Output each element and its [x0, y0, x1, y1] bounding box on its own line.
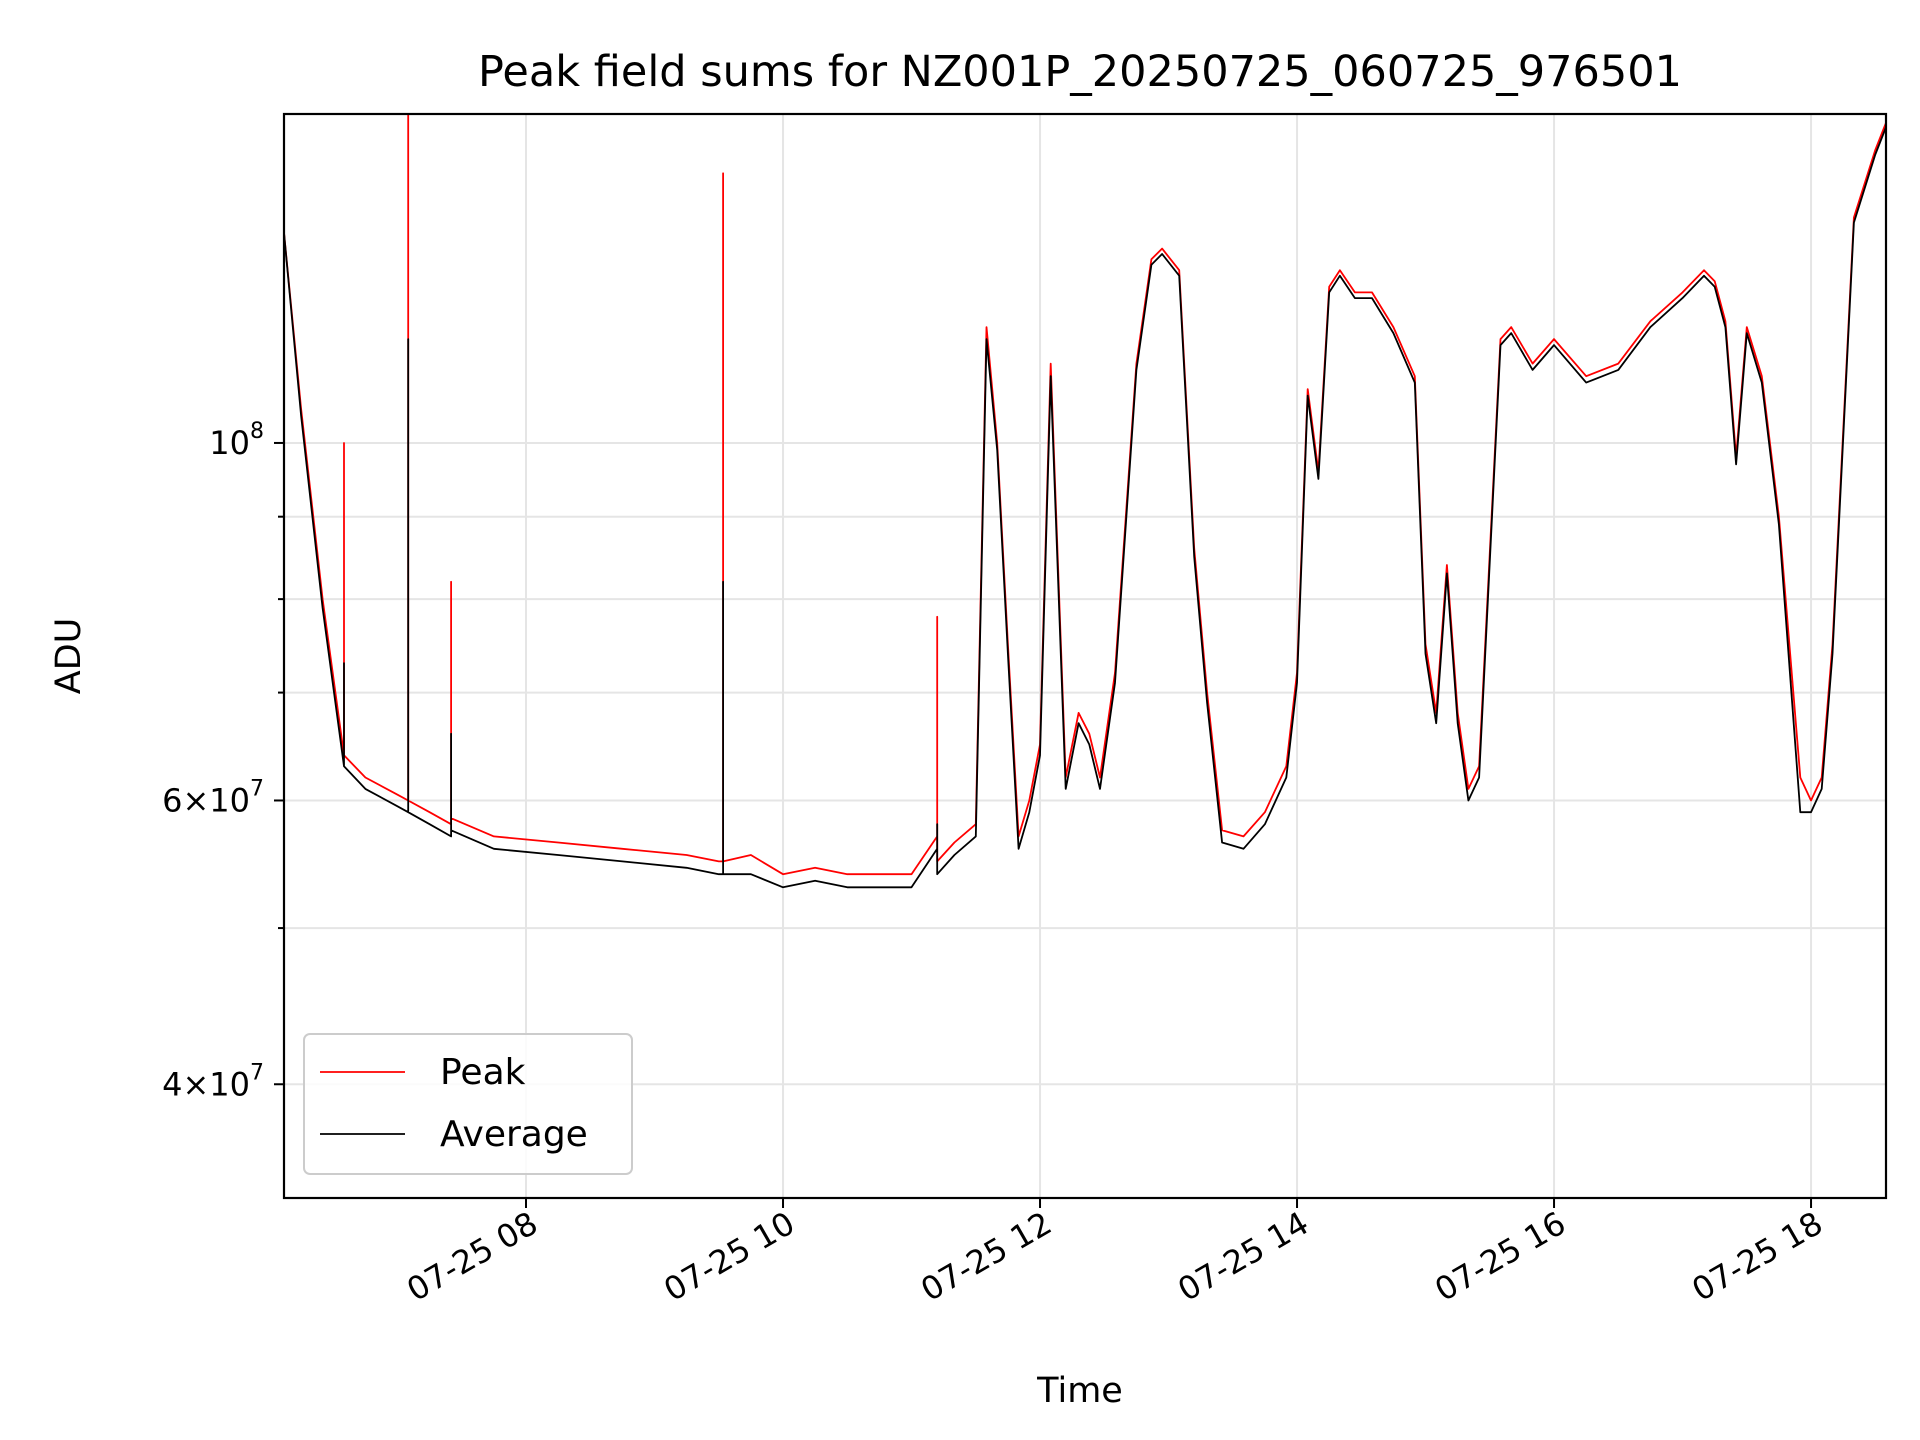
y-tick-exponent: 7: [250, 776, 264, 801]
y-tick-exponent: 8: [250, 419, 264, 444]
y-axis-label: ADU: [49, 618, 89, 695]
y-tick-label: 108: [209, 419, 264, 462]
x-axis-label: Time: [1036, 1371, 1123, 1411]
series-line-average: [283, 126, 1887, 889]
y-tick-label: 6×107: [162, 776, 264, 819]
y-tick-label: 4×107: [162, 1060, 264, 1103]
y-tick-mantissa: 4: [162, 1065, 182, 1103]
legend: Peak Average: [303, 1033, 633, 1175]
chart-title: Peak field sums for NZ001P_20250725_0607…: [478, 47, 1682, 97]
y-tick-base: 10: [209, 781, 250, 819]
legend-average-label: Average: [440, 1114, 588, 1155]
y-tick-times: ×: [182, 1065, 209, 1103]
legend-peak-label: Peak: [440, 1052, 526, 1093]
plot-frame: [282, 112, 1888, 1200]
y-tick-mantissa: 6: [162, 781, 182, 819]
legend-box: [303, 1033, 633, 1175]
series-layer: [283, 113, 1887, 889]
y-tick-exponent: 7: [250, 1060, 264, 1085]
y-tick-times: ×: [182, 781, 209, 819]
grid: [284, 114, 1886, 1198]
y-tick-base: 10: [209, 1065, 250, 1103]
y-tick-base: 10: [209, 424, 250, 462]
